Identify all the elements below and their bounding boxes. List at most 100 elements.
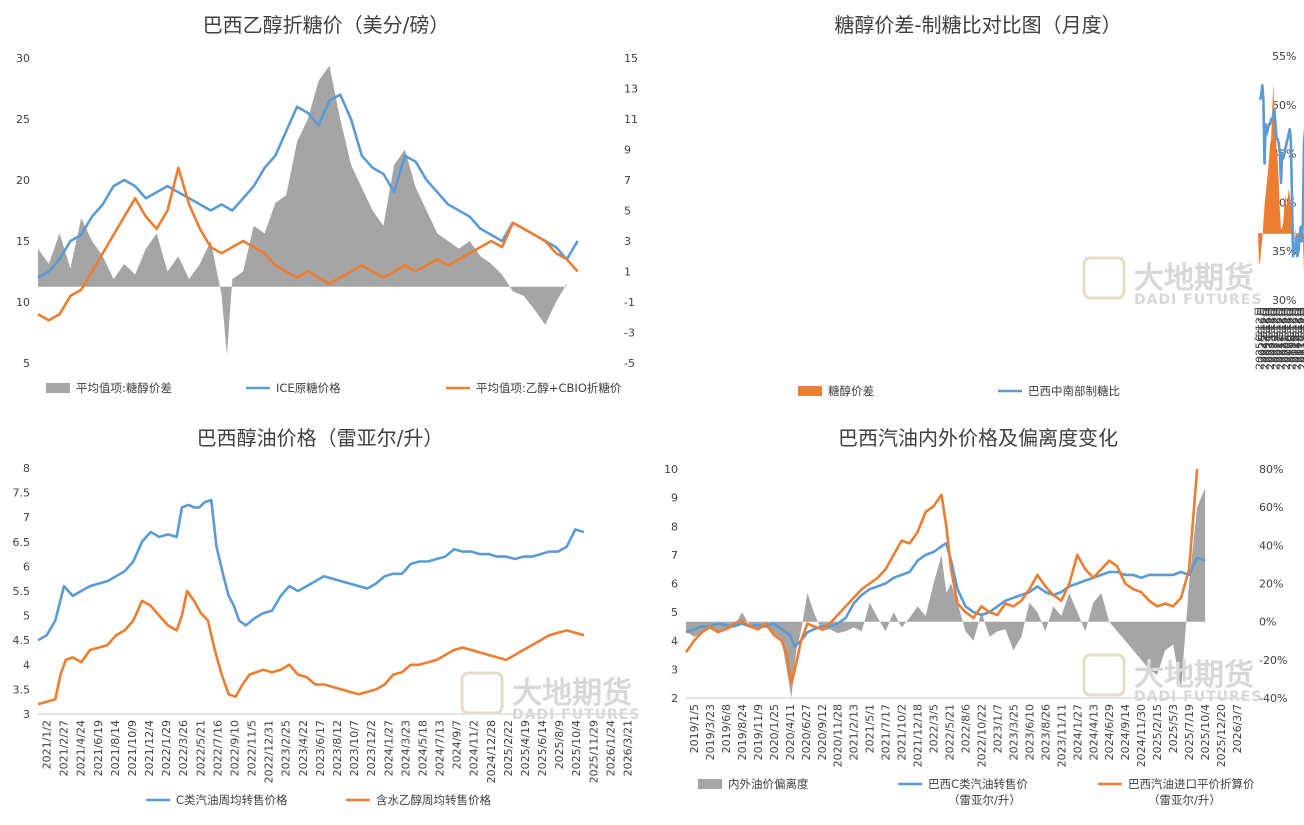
x-tick-label: 2025/7/19	[1183, 704, 1196, 760]
y-left-tick-label: 3	[671, 663, 678, 676]
x-tick-label: 2021/7/17	[880, 704, 893, 760]
x-tick-label: 2020/4/11	[784, 704, 797, 760]
legend-label-0: 糖醇价差	[828, 384, 874, 398]
legend-unit-1: （雷亚尔/升）	[948, 793, 1021, 807]
y-left-tick-label: 15	[16, 235, 30, 248]
x-tick-label: 2025/10/4	[1199, 704, 1212, 760]
y-right-tick-label: -20%	[1259, 654, 1287, 667]
x-tick-label: 2017年6月	[1298, 306, 1304, 363]
x-tick-label: 2023/3/25	[1007, 704, 1020, 760]
chart-1-svg: 糖醇价差-制糖比对比图（月度）-6-4-2024681012141630%35%…	[798, 13, 1304, 398]
x-tick-label: 2020/9/12	[816, 704, 829, 760]
x-tick-label: 2022/3/26	[177, 720, 190, 776]
legend-swatch-0	[46, 383, 70, 393]
y-left-tick-label: 5	[23, 357, 30, 370]
watermark-logo-icon	[1082, 256, 1126, 300]
x-tick-label: 2026/1/24	[604, 720, 617, 776]
y-right-tick-label: 0%	[1259, 616, 1276, 629]
chart-title: 巴西乙醇折糖价（美分/磅）	[203, 13, 450, 37]
legend-label-1: 巴西中南部制糖比	[1028, 384, 1120, 398]
x-tick-label: 2019年6月	[1287, 306, 1301, 363]
x-tick-label: 2018年12月	[1290, 306, 1304, 370]
x-tick-label: 2022/5/21	[194, 720, 207, 776]
x-tick-label: 2021年12月	[1274, 306, 1288, 370]
x-tick-label: 2022/1/29	[160, 720, 173, 776]
y-left-tick-label: 4	[671, 635, 678, 648]
legend-label-2: 平均值项:乙醇+CBIO折糖价	[476, 381, 622, 395]
y-left-tick-label: 7	[23, 511, 30, 524]
y-left-tick-label: 6	[23, 560, 30, 573]
legend: 平均值项:糖醇价差 ICE原糖价格 平均值项:乙醇+CBIO折糖价	[46, 381, 622, 395]
x-tick-label: 2019/3/23	[704, 704, 717, 760]
legend-label-1: ICE原糖价格	[276, 381, 341, 395]
chart-sugar-ethanol-spread-vs-mix: 糖醇价差-制糖比对比图（月度）-6-4-2024681012141630%35%…	[652, 0, 1304, 412]
y-left-tick-label: 20	[16, 174, 30, 187]
x-tick-label: 2023/8/26	[1039, 704, 1052, 760]
x-tick-label: 2020年12月	[1279, 306, 1293, 370]
y-right-tick-label: 20%	[1259, 578, 1283, 591]
x-tick-label: 2020/6/27	[800, 704, 813, 760]
y-left-tick-label: 2	[671, 692, 678, 705]
x-tick-label: 2022/8/6	[960, 704, 973, 753]
legend: 内外油价偏离度 巴西C类汽油转售价 （雷亚尔/升） 巴西汽油进口平价折算价 （雷亚尔/升…	[698, 777, 1255, 807]
x-tick-label: 2025/5/3	[1167, 704, 1180, 753]
x-tick-label: 2021/2/13	[848, 704, 861, 760]
y-right-tick-label: 9	[624, 144, 631, 157]
x-tick-label: 2023年6月	[1266, 306, 1280, 363]
x-tick-label: 2023/1/7	[991, 704, 1004, 753]
y-left-tick-label: 9	[671, 492, 678, 505]
watermark-en: DADI FUTURES	[512, 707, 640, 723]
watermark-en: DADI FUTURES	[1134, 292, 1262, 308]
y-left-tick-label: 10	[16, 296, 30, 309]
x-tick-label: 2023/8/12	[331, 720, 344, 776]
x-tick-label: 2025/2/22	[502, 720, 515, 776]
chart-title: 巴西汽油内外价格及偏离度变化	[838, 426, 1118, 450]
x-tick-label: 2025/11/29	[587, 720, 600, 783]
legend: C类汽油周均转售价格 含水乙醇周均转售价格	[146, 793, 491, 807]
chart-brazil-fuel-prices: 巴西醇油价格（雷亚尔/升） 3 3.5 4 4.5 5 5.5 6 6.5 7 7.5 8 2021/1…	[0, 413, 652, 825]
y-left-tick-label: 3.5	[13, 683, 31, 696]
x-tick-label: 2021/10/2	[896, 704, 909, 760]
x-tick-label: 2021年6月	[1276, 306, 1290, 363]
x-tick-label: 2021/4/24	[75, 720, 88, 776]
legend-label-1: 含水乙醇周均转售价格	[376, 793, 491, 807]
y-right-tick-label: 30%	[1272, 294, 1296, 307]
x-tick-label: 2026/3/21	[621, 720, 634, 776]
y-left-tick-label: 7.5	[13, 487, 31, 500]
y-right-tick-label: 35%	[1272, 245, 1296, 258]
y-left-tick-label: 5	[23, 610, 30, 623]
x-tick-label: 2024年12月	[1258, 306, 1272, 370]
y-right-tick-label: 15	[624, 52, 638, 65]
y-right-tick-label: -5	[624, 357, 635, 370]
watermark-logo-icon	[1082, 653, 1126, 697]
x-tick-label: 2023/10/7	[348, 720, 361, 776]
y-left-tick-label: 4.5	[13, 634, 31, 647]
y-right-tick-label: 50%	[1272, 99, 1296, 112]
y-right-tick-label: 13	[624, 83, 638, 96]
y-left-tick-label: 8	[23, 462, 30, 475]
series-line-0	[37, 498, 585, 642]
x-tick-label: 2018年6月	[1292, 306, 1304, 363]
y-left-tick-label: 25	[16, 113, 30, 126]
x-tick-label: 2024/1/27	[382, 720, 395, 776]
x-tick-label: 2025年6月	[1255, 306, 1269, 363]
x-tick-label: 2022年6月	[1271, 306, 1285, 363]
x-tick-label: 2019/1/5	[688, 704, 701, 753]
x-tick-label: 2025年12月	[1252, 306, 1266, 370]
legend: 糖醇价差 巴西中南部制糖比	[798, 384, 1120, 398]
x-tick-label: 2024/1/27	[1071, 704, 1084, 760]
y-right-tick-label: 40%	[1259, 539, 1283, 552]
y-right-tick-label: 5	[624, 205, 631, 218]
x-tick-label: 2019年12月	[1284, 306, 1298, 370]
x-tick-label: 2024/7/13	[434, 720, 447, 776]
x-tick-label: 2022/9/10	[228, 720, 241, 776]
y-left-tick-label: 30	[16, 52, 30, 65]
x-tick-label: 2025/2/15	[1151, 704, 1164, 760]
legend-label-0: 平均值项:糖醇价差	[76, 381, 172, 395]
legend-label-2: 巴西汽油进口平价折算价	[1128, 777, 1255, 791]
x-tick-label: 2024/5/18	[416, 720, 429, 776]
x-tick-label: 2024/9/14	[1119, 704, 1132, 760]
x-tick-label: 2022/3/5	[928, 704, 941, 753]
